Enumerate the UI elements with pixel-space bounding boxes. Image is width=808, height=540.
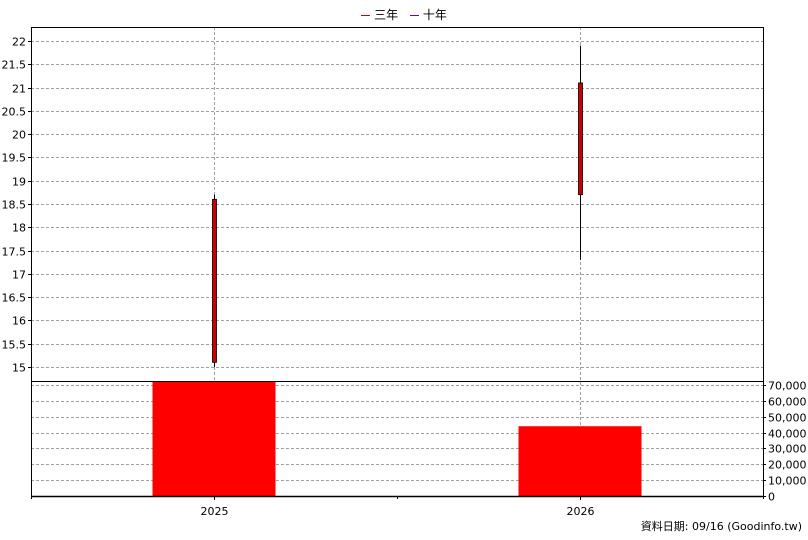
volume-tick-label: 40,000 (768, 428, 807, 441)
volume-tick-label: 30,000 (768, 443, 807, 456)
volume-tick-label: 70,000 (768, 380, 807, 393)
price-tick-label: 18.5 (2, 199, 27, 212)
volume-tick-label: 0 (768, 491, 775, 504)
price-tick-label: 22 (12, 36, 26, 49)
legend-label-three-year: 三年 (374, 8, 399, 22)
price-tick-label: 21 (12, 83, 26, 96)
candle-body (212, 198, 217, 363)
price-tick-label: 19 (12, 176, 26, 189)
price-tick-label: 19.5 (2, 152, 27, 165)
x-tick-label: 2025 (201, 505, 229, 518)
legend-item-three-year: 三年 (361, 6, 398, 23)
volume-tick-label: 50,000 (768, 412, 807, 425)
price-tick-label: 16 (12, 315, 26, 328)
volume-tick-label: 60,000 (768, 396, 807, 409)
legend-item-ten-year: 十年 (409, 6, 447, 23)
price-tick-label: 16.5 (2, 292, 27, 305)
plot-frame (31, 27, 764, 497)
volume-tick-label: 20,000 (768, 459, 807, 472)
volume-tick-label: 10,000 (768, 475, 807, 488)
volume-bar (152, 381, 276, 496)
price-tick-label: 17 (12, 269, 26, 282)
volume-bar (518, 426, 642, 496)
legend-label-ten-year: 十年 (422, 8, 447, 22)
candle-body (578, 82, 583, 196)
price-tick-label: 21.5 (2, 59, 27, 72)
legend: 三年 十年 (0, 6, 808, 23)
price-tick-label: 20 (12, 129, 26, 142)
x-tick-label: 2026 (567, 505, 595, 518)
price-tick-label: 15.5 (2, 339, 27, 352)
price-tick-label: 20.5 (2, 106, 27, 119)
price-tick-label: 18 (12, 222, 26, 235)
legend-swatch-ten-year (409, 15, 419, 16)
legend-swatch-three-year (361, 15, 371, 16)
price-tick-label: 17.5 (2, 246, 27, 259)
price-tick-label: 15 (12, 362, 26, 375)
data-date-footer: 資料日期: 09/16 (Goodinfo.tw) (640, 520, 802, 533)
